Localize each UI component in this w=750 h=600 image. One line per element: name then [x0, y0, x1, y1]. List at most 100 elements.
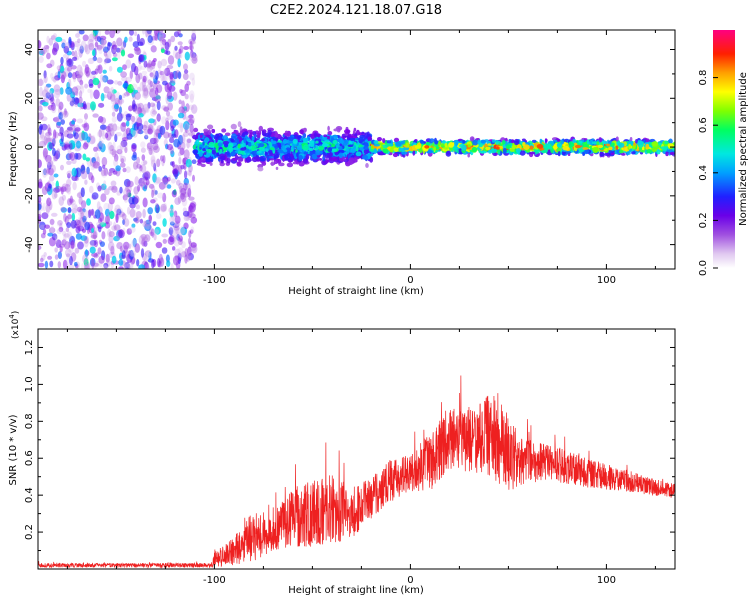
spectrogram-cell	[203, 128, 209, 132]
spectrogram-cell	[80, 170, 88, 180]
spectrogram-cell	[80, 187, 85, 198]
spectrogram-cell	[187, 252, 194, 261]
spectrogram-cell	[107, 88, 114, 97]
spectrogram-cell	[96, 201, 101, 211]
spectrogram-cell	[82, 60, 87, 68]
spectrogram-cell	[93, 30, 99, 36]
spectrogram-cell	[38, 50, 43, 55]
spectrogram-cell	[217, 142, 223, 147]
spectrogram-cell	[60, 186, 67, 193]
spectrogram-cell	[261, 138, 265, 142]
spectrogram-cell	[502, 147, 507, 154]
y-tick-label: 0.4	[24, 487, 35, 503]
spectrogram-cell	[562, 145, 569, 151]
spectrogram-cell	[141, 236, 149, 242]
spectrogram-cell	[86, 136, 91, 143]
spectrogram-cell	[116, 47, 121, 53]
spectrogram-cell	[142, 208, 146, 219]
spectrogram-cell	[130, 115, 136, 122]
spectrogram-cell	[84, 113, 88, 120]
spectrogram-cell	[129, 70, 133, 80]
spectrogram-cell	[143, 120, 149, 129]
spectrogram-cell	[143, 160, 148, 165]
spectrogram-cell	[146, 62, 153, 69]
spectrogram-cell	[78, 96, 83, 104]
spectrogram-cell	[302, 137, 309, 142]
spectrogram-cell	[156, 113, 161, 122]
spectrogram-cell	[626, 151, 631, 155]
spectrogram-cell	[55, 185, 62, 193]
spectrogram-cell	[96, 131, 102, 137]
spectrogram-cell	[60, 164, 64, 171]
spectrogram-cell	[43, 168, 47, 176]
spectrogram-cell	[48, 37, 54, 46]
spectrogram-cell	[85, 249, 88, 258]
spectrogram-cell	[45, 83, 52, 88]
spectrogram-cell	[134, 108, 142, 115]
spectrogram-cell	[112, 57, 118, 62]
spectrogram-cell	[183, 222, 189, 230]
spectrogram-cell	[192, 174, 195, 182]
spectrogram-cell	[75, 167, 82, 178]
spectrogram-cell	[339, 143, 343, 147]
spectrogram-cell	[47, 127, 52, 136]
spectrogram-cell	[188, 164, 193, 173]
spectrogram-cell	[242, 131, 249, 136]
snr-xlabel: Height of straight line (km)	[288, 585, 424, 596]
spectrogram-cell	[199, 134, 203, 139]
spectrogram-cell	[68, 198, 75, 203]
spectrogram-cell	[168, 207, 175, 214]
spectrogram-cell	[63, 233, 67, 243]
spectrogram-cell	[140, 141, 146, 148]
spectrogram-cell	[108, 171, 112, 177]
spectrogram-cell	[173, 236, 177, 242]
spectrogram-cell	[270, 157, 274, 161]
spectrogram-cell	[169, 215, 176, 224]
spectrogram-cell	[178, 231, 183, 238]
spectrogram-cell	[231, 133, 237, 140]
spectrogram-cell	[454, 140, 459, 147]
spectrogram-cell	[423, 141, 427, 144]
spectrogram-cell	[373, 140, 379, 145]
spectrogram-cell	[77, 102, 84, 108]
spectrogram-cell	[43, 252, 47, 257]
spectrogram-cell	[232, 147, 239, 151]
spectrogram-cell	[45, 168, 51, 174]
spectrogram-cell	[275, 166, 279, 170]
spectrogram-cell	[491, 139, 496, 143]
spectrogram-cell	[104, 208, 110, 217]
spectrogram-cell	[63, 45, 70, 54]
spectrogram-cell	[108, 241, 115, 251]
spectrogram-cell	[616, 149, 621, 154]
spectrogram-cell	[159, 70, 165, 76]
spectrogram-cell	[49, 88, 55, 94]
spectrogram-cell	[299, 129, 304, 135]
spectrogram-cell	[150, 45, 157, 53]
spectrogram-cell	[66, 256, 70, 266]
spectrogram-cell	[75, 233, 82, 240]
spectrogram-cell	[102, 164, 106, 169]
spectrogram-cell	[438, 140, 441, 146]
spectrogram-cell	[214, 133, 220, 139]
spectrogram-cell	[79, 85, 85, 94]
spectrogram-cell	[79, 43, 83, 50]
spectrogram-cell	[167, 55, 175, 65]
spectrogram-cell	[59, 222, 63, 230]
spectrogram-cell	[309, 141, 315, 148]
spectrogram-cell	[171, 190, 177, 198]
spectrogram-cell	[39, 78, 43, 86]
spectrogram-cell	[231, 157, 238, 161]
spectrogram-cell	[45, 131, 53, 137]
spectrogram-cell	[180, 188, 187, 196]
spectrogram-cell	[274, 145, 279, 150]
spectrogram-cell	[321, 159, 328, 166]
spectrogram-cell	[189, 116, 195, 124]
spectrogram-cell	[74, 262, 78, 267]
spectrogram-cell	[218, 157, 221, 162]
spectrogram-cell	[258, 143, 265, 148]
spectrogram-cell	[157, 31, 163, 41]
spectrogram-cell	[204, 137, 210, 143]
spectrogram-cell	[100, 74, 104, 80]
spectrogram-cell	[147, 79, 152, 85]
spectrogram-cell	[71, 203, 78, 209]
